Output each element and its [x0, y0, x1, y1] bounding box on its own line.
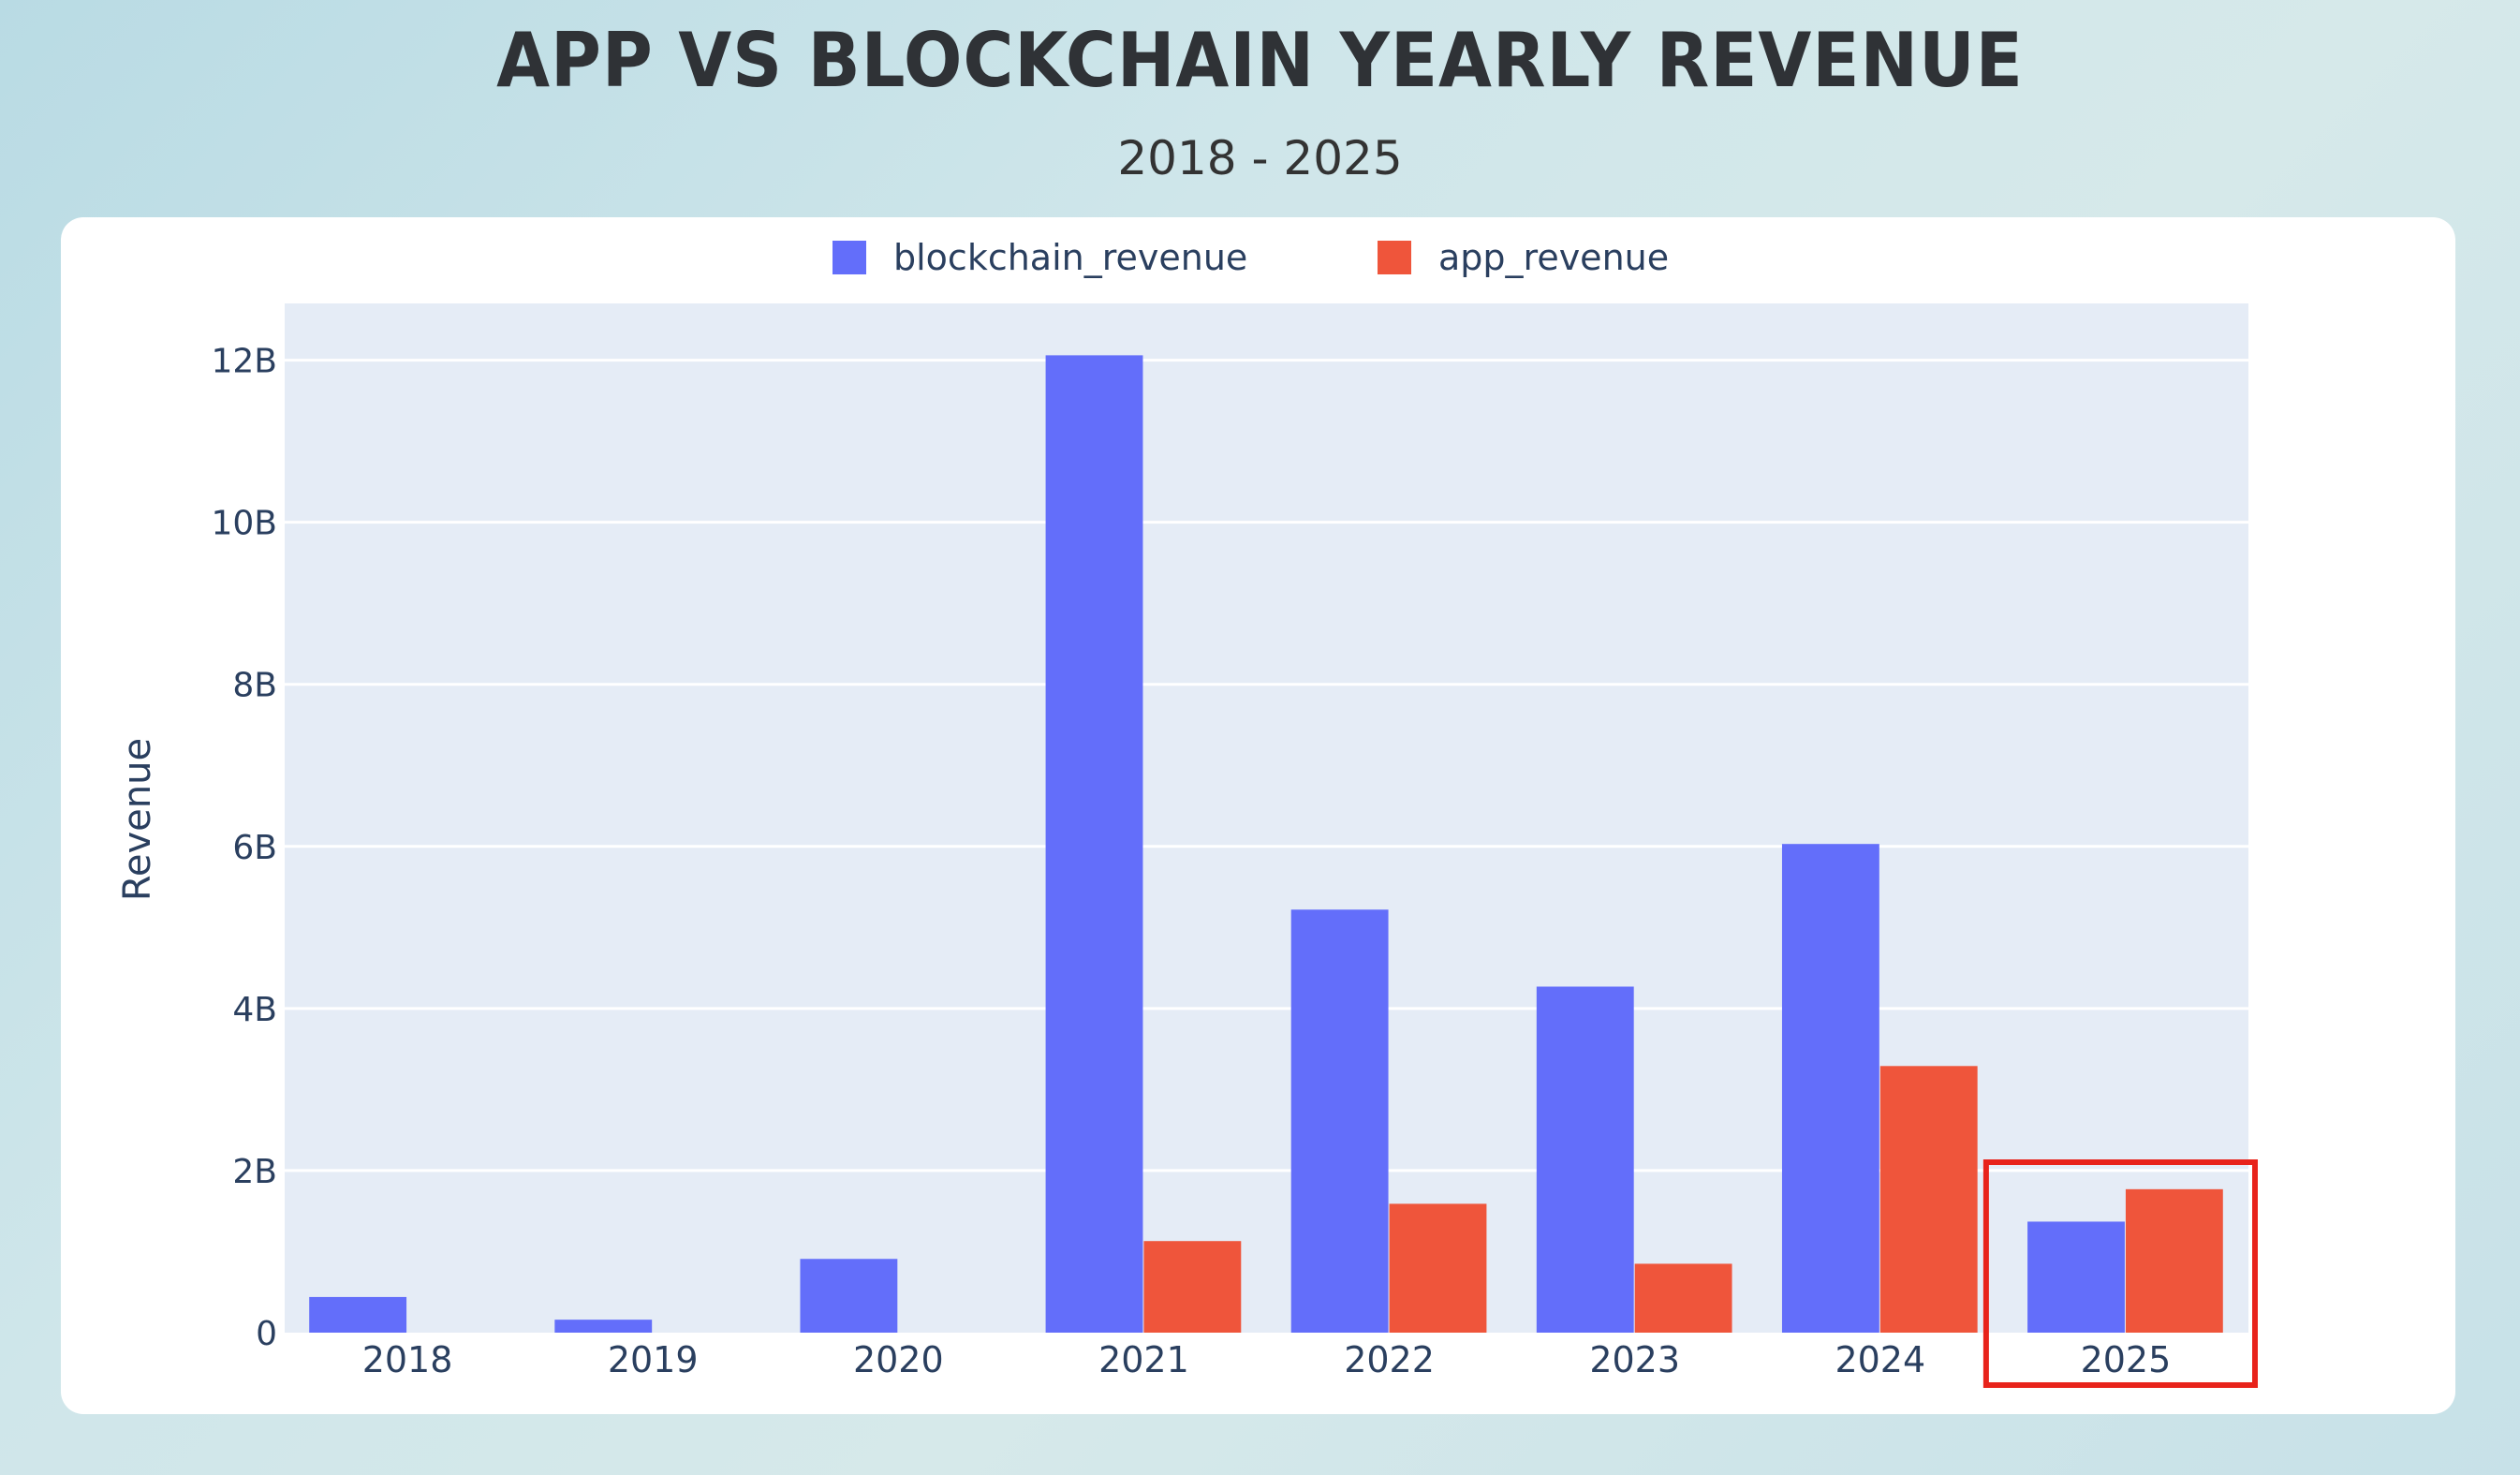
bar-blockchain_revenue-2023 [1536, 986, 1634, 1333]
bar-blockchain_revenue-2022 [1290, 909, 1389, 1333]
y-tick-label: 12B [211, 343, 277, 381]
y-tick-label: 2B [232, 1153, 277, 1191]
bar-app_revenue-2025 [2125, 1188, 2223, 1333]
bar-app_revenue-2021 [1143, 1241, 1242, 1333]
bar-blockchain_revenue-2024 [1781, 844, 1879, 1333]
bar-blockchain_revenue-2020 [800, 1259, 898, 1333]
bar-blockchain_revenue-2021 [1045, 355, 1143, 1333]
bar-blockchain_revenue-2025 [2027, 1221, 2125, 1333]
y-tick-label: 10B [211, 505, 277, 543]
bar-blockchain_revenue-2018 [309, 1296, 407, 1333]
legend-label-blockchain_revenue: blockchain_revenue [893, 237, 1247, 278]
y-tick-label: 8B [232, 667, 277, 705]
legend-label-app_revenue: app_revenue [1438, 237, 1669, 278]
legend-swatch-app_revenue [1378, 241, 1411, 274]
highlight-box [1982, 1159, 2258, 1388]
chart-subtitle: 2018 - 2025 [1117, 131, 1403, 185]
y-tick-label: 6B [232, 829, 277, 867]
y-tick-label: 4B [232, 991, 277, 1029]
x-tick-label: 2023 [1589, 1339, 1680, 1380]
y-tick-label: 0 [256, 1315, 277, 1353]
x-tick-label: 2020 [853, 1339, 944, 1380]
y-axis-title: Revenue [116, 738, 159, 901]
legend-swatch-blockchain_revenue [833, 241, 866, 274]
x-tick-label: 2022 [1344, 1339, 1435, 1380]
x-tick-label: 2019 [608, 1339, 699, 1380]
bar-app_revenue-2022 [1389, 1203, 1487, 1333]
bar-app_revenue-2024 [1879, 1066, 1978, 1333]
chart-title: APP VS BLOCKCHAIN YEARLY REVENUE [496, 17, 2024, 104]
x-tick-label: 2021 [1098, 1339, 1189, 1380]
x-tick-label: 2018 [362, 1339, 453, 1380]
x-tick-label: 2024 [1835, 1339, 1925, 1380]
bar-blockchain_revenue-2019 [554, 1320, 653, 1333]
bar-app_revenue-2023 [1634, 1263, 1732, 1333]
x-tick-label: 2025 [2081, 1339, 2172, 1380]
